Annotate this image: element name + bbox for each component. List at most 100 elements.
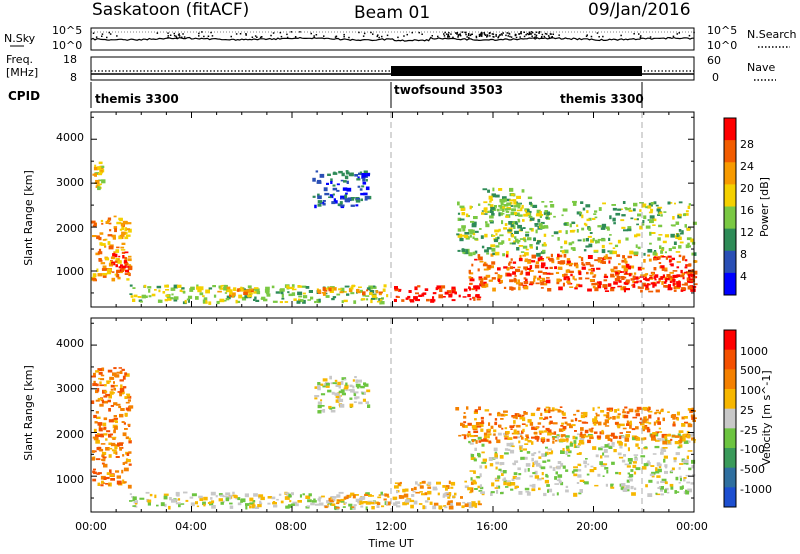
heatmap-cell bbox=[594, 210, 598, 213]
heatmap-cell bbox=[588, 268, 593, 271]
heatmap-cell bbox=[260, 496, 265, 501]
heatmap-cell bbox=[92, 383, 98, 386]
heatmap-cell bbox=[124, 251, 129, 254]
heatmap-cell bbox=[547, 288, 552, 292]
heatmap-cell bbox=[589, 436, 594, 440]
heatmap-cell bbox=[341, 172, 345, 177]
heatmap-cell bbox=[564, 435, 570, 438]
heatmap-cell bbox=[95, 399, 100, 402]
heatmap-cell bbox=[527, 267, 532, 270]
heatmap-cell bbox=[480, 491, 485, 494]
heatmap-cell bbox=[648, 211, 653, 214]
heatmap-cell bbox=[650, 202, 655, 205]
heatmap-cell bbox=[606, 227, 610, 231]
heatmap-cell bbox=[556, 282, 560, 285]
heatmap-cell bbox=[614, 409, 617, 413]
heatmap-cell bbox=[656, 463, 662, 467]
heatmap-cell bbox=[617, 270, 621, 273]
heatmap-cell bbox=[469, 231, 474, 235]
heatmap-cell bbox=[110, 388, 114, 391]
heatmap-cell bbox=[308, 493, 312, 497]
noise-point bbox=[456, 32, 459, 34]
heatmap-cell bbox=[618, 472, 622, 475]
heatmap-cell bbox=[605, 415, 610, 419]
heatmap-cell bbox=[680, 269, 683, 274]
power-cbar-tick-16: 16 bbox=[740, 204, 754, 217]
heatmap-cell bbox=[117, 258, 120, 261]
heatmap-cell bbox=[331, 496, 337, 499]
heatmap-cell bbox=[579, 479, 585, 482]
heatmap-cell bbox=[97, 388, 100, 392]
heatmap-cell bbox=[488, 440, 492, 444]
heatmap-cell bbox=[490, 425, 494, 429]
heatmap-cell bbox=[654, 278, 657, 281]
heatmap-cell bbox=[546, 484, 550, 487]
heatmap-cell bbox=[96, 184, 100, 187]
heatmap-cell bbox=[640, 422, 643, 425]
heatmap-cell bbox=[651, 434, 654, 437]
heatmap-cell bbox=[643, 416, 646, 420]
heatmap-cell bbox=[502, 196, 507, 200]
heatmap-cell bbox=[97, 186, 101, 191]
heatmap-cell bbox=[667, 201, 671, 205]
heatmap-cell bbox=[686, 455, 689, 459]
heatmap-cell bbox=[498, 188, 503, 191]
heatmap-cell bbox=[127, 222, 132, 225]
heatmap-cell bbox=[124, 266, 130, 268]
heatmap-cell bbox=[616, 415, 620, 419]
heatmap-cell bbox=[572, 435, 576, 440]
heatmap-cell bbox=[664, 481, 668, 485]
heatmap-cell bbox=[356, 289, 360, 293]
heatmap-cell bbox=[532, 462, 535, 466]
heatmap-cell bbox=[652, 453, 657, 455]
heatmap-cell bbox=[426, 298, 430, 302]
heatmap-cell bbox=[488, 195, 493, 200]
heatmap-cell bbox=[540, 221, 545, 225]
heatmap-cell bbox=[272, 300, 278, 303]
heatmap-cell bbox=[628, 408, 634, 413]
heatmap-cell bbox=[560, 434, 564, 438]
heatmap-cell bbox=[511, 445, 515, 448]
heatmap-cell bbox=[463, 425, 468, 428]
heatmap-cell bbox=[503, 286, 507, 289]
heatmap-cell bbox=[681, 272, 686, 275]
heatmap-cell bbox=[320, 399, 323, 402]
heatmap-cell bbox=[571, 241, 575, 244]
heatmap-cell bbox=[509, 202, 513, 205]
heatmap-cell bbox=[498, 485, 501, 489]
heatmap-cell bbox=[691, 416, 696, 420]
noise-point bbox=[270, 34, 272, 37]
heatmap-cell bbox=[92, 235, 97, 238]
heatmap-cell bbox=[253, 298, 256, 301]
heatmap-cell bbox=[480, 422, 485, 425]
heatmap-cell bbox=[603, 275, 609, 279]
heatmap-cell bbox=[345, 170, 349, 173]
heatmap-cell bbox=[371, 294, 377, 298]
heatmap-cell bbox=[588, 217, 592, 221]
heatmap-cell bbox=[650, 282, 656, 285]
heatmap-cell bbox=[629, 250, 634, 255]
noise-point bbox=[109, 33, 112, 35]
heatmap-cell bbox=[256, 290, 261, 295]
heatmap-cell bbox=[510, 258, 513, 261]
noise-point bbox=[323, 35, 325, 37]
heatmap-cell bbox=[349, 494, 352, 497]
heatmap-cell bbox=[108, 222, 112, 225]
heatmap-cell bbox=[587, 235, 592, 238]
heatmap-cell bbox=[572, 200, 577, 203]
heatmap-cell bbox=[527, 468, 530, 472]
heatmap-cell bbox=[106, 380, 112, 383]
heatmap-cell bbox=[497, 267, 501, 271]
heatmap-cell bbox=[545, 216, 549, 219]
heatmap-cell bbox=[415, 299, 420, 302]
heatmap-cell bbox=[317, 203, 322, 207]
heatmap-cell bbox=[672, 274, 677, 279]
heatmap-cell bbox=[468, 287, 471, 291]
heatmap-cell bbox=[629, 207, 632, 210]
heatmap-cell bbox=[525, 424, 528, 427]
heatmap-cell bbox=[644, 425, 648, 429]
heatmap-cell bbox=[558, 428, 564, 432]
heatmap-cell bbox=[105, 438, 108, 441]
heatmap-cell bbox=[548, 407, 551, 411]
noise-search-series bbox=[92, 31, 695, 39]
